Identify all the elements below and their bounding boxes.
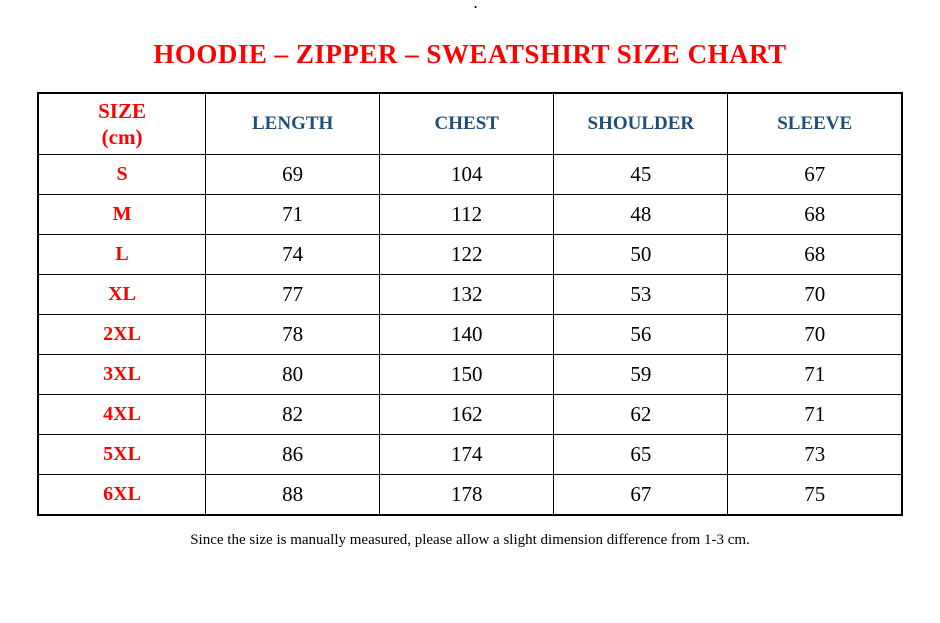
value-cell: 174 <box>379 434 555 475</box>
value-cell: 68 <box>727 194 903 235</box>
column-header-sleeve: SLEEVE <box>727 92 903 155</box>
value-cell: 140 <box>379 314 555 355</box>
size-cell: 3XL <box>37 354 207 395</box>
value-cell: 69 <box>205 154 381 195</box>
value-cell: 70 <box>727 274 903 315</box>
table-row: 2XL 78 140 56 70 <box>37 314 903 355</box>
value-cell: 178 <box>379 474 555 516</box>
size-header-line2: (cm) <box>101 125 143 149</box>
value-cell: 112 <box>379 194 555 235</box>
value-cell: 82 <box>205 394 381 435</box>
value-cell: 48 <box>553 194 729 235</box>
value-cell: 53 <box>553 274 729 315</box>
value-cell: 68 <box>727 234 903 275</box>
table-row: 3XL 80 150 59 71 <box>37 354 903 395</box>
value-cell: 59 <box>553 354 729 395</box>
page-title: HOODIE – ZIPPER – SWEATSHIRT SIZE CHART <box>153 39 787 69</box>
top-page-mark: . <box>474 0 478 11</box>
value-cell: 104 <box>379 154 555 195</box>
value-cell: 80 <box>205 354 381 395</box>
size-cell: L <box>37 234 207 275</box>
value-cell: 71 <box>727 354 903 395</box>
column-header-size: SIZE (cm) <box>37 92 207 155</box>
value-cell: 77 <box>205 274 381 315</box>
size-header-line1: SIZE <box>98 99 146 123</box>
value-cell: 150 <box>379 354 555 395</box>
value-cell: 122 <box>379 234 555 275</box>
table-row: M 71 112 48 68 <box>37 194 903 235</box>
value-cell: 75 <box>727 474 903 516</box>
value-cell: 71 <box>205 194 381 235</box>
value-cell: 86 <box>205 434 381 475</box>
size-cell: S <box>37 154 207 195</box>
value-cell: 62 <box>553 394 729 435</box>
table-row: S 69 104 45 67 <box>37 154 903 195</box>
size-cell: XL <box>37 274 207 315</box>
size-cell: M <box>37 194 207 235</box>
value-cell: 132 <box>379 274 555 315</box>
column-header-chest: CHEST <box>379 92 555 155</box>
value-cell: 162 <box>379 394 555 435</box>
value-cell: 45 <box>553 154 729 195</box>
value-cell: 67 <box>553 474 729 516</box>
value-cell: 88 <box>205 474 381 516</box>
measurement-note: Since the size is manually measured, ple… <box>190 532 750 548</box>
size-cell: 6XL <box>37 474 207 516</box>
value-cell: 74 <box>205 234 381 275</box>
size-chart-table: SIZE (cm) LENGTH CHEST SHOULDER SLEEVE S… <box>37 92 903 516</box>
value-cell: 73 <box>727 434 903 475</box>
value-cell: 78 <box>205 314 381 355</box>
value-cell: 56 <box>553 314 729 355</box>
column-header-shoulder: SHOULDER <box>553 92 729 155</box>
table-row: 5XL 86 174 65 73 <box>37 434 903 475</box>
value-cell: 67 <box>727 154 903 195</box>
size-cell: 2XL <box>37 314 207 355</box>
table-row: XL 77 132 53 70 <box>37 274 903 315</box>
value-cell: 50 <box>553 234 729 275</box>
size-cell: 4XL <box>37 394 207 435</box>
size-cell: 5XL <box>37 434 207 475</box>
column-header-length: LENGTH <box>205 92 381 155</box>
value-cell: 70 <box>727 314 903 355</box>
header-row: SIZE (cm) LENGTH CHEST SHOULDER SLEEVE <box>37 92 903 155</box>
table-row: 6XL 88 178 67 75 <box>37 474 903 516</box>
size-chart-body: S 69 104 45 67 M 71 112 48 68 L 74 122 50 68 XL 77 132 53 7… <box>37 154 903 516</box>
value-cell: 71 <box>727 394 903 435</box>
table-row: 4XL 82 162 62 71 <box>37 394 903 435</box>
value-cell: 65 <box>553 434 729 475</box>
table-row: L 74 122 50 68 <box>37 234 903 275</box>
